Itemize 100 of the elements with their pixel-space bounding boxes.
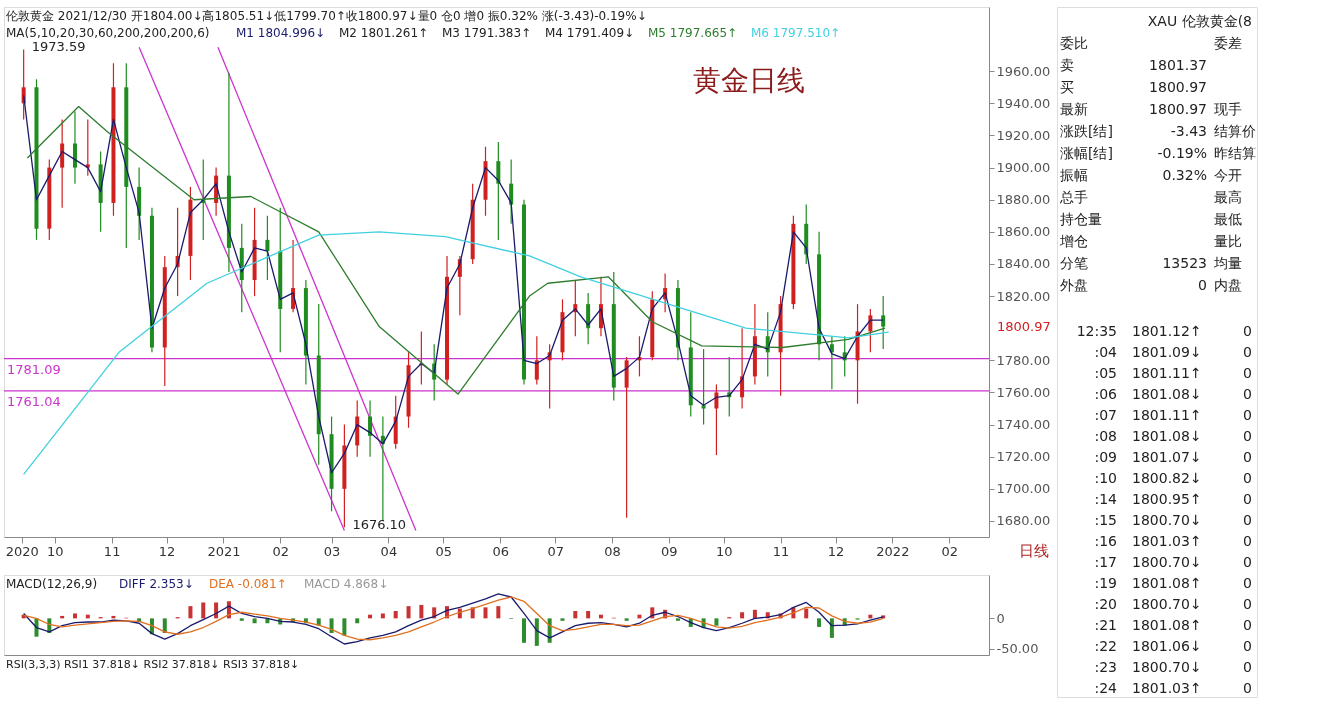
text: :09	[1094, 449, 1117, 465]
text: XAU 伦敦黄金(8	[1147, 13, 1252, 29]
y-tick-label: 1840.00	[996, 256, 1051, 272]
x-tick-label: 2020	[5, 543, 39, 559]
text: 1801.03↑	[1132, 533, 1202, 549]
text: 0	[1243, 470, 1252, 486]
text: 1801.03↑	[1132, 680, 1202, 696]
text: 0	[1198, 277, 1207, 293]
y-tick-label: 1720.00	[996, 449, 1051, 465]
y-tick-label: 1920.00	[996, 127, 1051, 143]
text: 昨结算	[1214, 145, 1256, 161]
text: 1801.08↑	[1132, 617, 1202, 633]
x-tick-label: 08	[604, 543, 621, 559]
text: 总手	[1059, 189, 1088, 205]
y-tick-label: 1680.00	[996, 513, 1051, 529]
text: 最新	[1060, 101, 1088, 117]
text: :22	[1094, 638, 1117, 654]
text: 1801.09↓	[1132, 344, 1202, 360]
text: 1801.06↓	[1132, 638, 1202, 654]
text: 0	[1243, 596, 1252, 612]
text: -0.19%	[1157, 145, 1207, 161]
text: M1 1804.996↓	[236, 26, 326, 40]
text: 1800.97	[1149, 101, 1207, 117]
ref-line-label: 1761.04	[7, 393, 61, 409]
text: :04	[1094, 344, 1118, 360]
text: 12:35	[1076, 323, 1117, 339]
x-tick-label: 02	[941, 543, 958, 559]
text: DIFF 2.353↓	[119, 577, 194, 591]
text: 增仓	[1059, 233, 1088, 249]
text: :23	[1094, 659, 1117, 675]
text: :19	[1094, 575, 1117, 591]
x-tick-label: 02	[272, 543, 290, 559]
text: 0	[1243, 344, 1252, 360]
text: 0	[1243, 617, 1252, 633]
text: 最高	[1214, 189, 1242, 205]
y-tick-label: 1940.00	[996, 95, 1051, 111]
text: 委差	[1214, 35, 1242, 51]
annotation: MACD(12,26,9)	[6, 577, 98, 591]
y-tick-label: 1700.00	[996, 481, 1051, 497]
text: :20	[1094, 596, 1117, 612]
text: 持仓量	[1060, 211, 1102, 227]
annotation: 伦敦黄金 2021/12/30 开1804.00↓高1805.51↓低1799.70↑收1800.97↓量0 仓0 增0 振0.32% 涨(-3.43)-0.19%↓	[6, 9, 647, 23]
text: 0	[1243, 449, 1252, 465]
x-tick-label: 04	[380, 543, 398, 559]
text: 0	[1243, 491, 1252, 507]
text: 内盘	[1214, 277, 1242, 293]
text: :10	[1094, 470, 1117, 486]
x-tick-label: 10	[47, 543, 64, 559]
text: 0	[1243, 575, 1252, 591]
text: 0.32%	[1162, 167, 1207, 183]
text: :17	[1094, 554, 1117, 570]
text: 1800.82↓	[1132, 470, 1202, 486]
annotation: 1973.59	[31, 39, 86, 55]
text: 分笔	[1060, 255, 1088, 271]
text: 涨幅[结]	[1060, 145, 1113, 161]
text: 现手	[1214, 101, 1242, 117]
annotation: M3 1791.383↑	[442, 26, 532, 40]
text: 0	[1243, 680, 1252, 696]
text: 0	[1243, 323, 1252, 339]
text: 黄金日线	[693, 64, 805, 97]
text: 0	[1243, 533, 1252, 549]
text: 0	[1243, 512, 1252, 528]
text: -3.43	[1170, 123, 1207, 139]
y-tick-label: 1960.00	[996, 63, 1051, 79]
text: 1800.70↓	[1132, 659, 1202, 675]
text: 外盘	[1060, 277, 1088, 293]
text: RSI(3,3,3) RSI1 37.818↓ RSI2 37.818↓ RSI3 37.818↓	[6, 658, 300, 671]
x-tick-label: 2021	[207, 543, 241, 559]
text: 卖	[1060, 57, 1074, 73]
y-tick-label: 1900.00	[996, 160, 1051, 176]
x-tick-label: 11	[103, 543, 121, 559]
y-tick-label: 1860.00	[996, 224, 1051, 240]
text: M6 1797.510↑	[751, 26, 841, 40]
text: 1801.11↑	[1132, 407, 1202, 423]
x-tick-label: 05	[435, 543, 453, 559]
text: 1801.37	[1149, 57, 1207, 73]
series-label: MACD 4.868↓	[304, 577, 389, 591]
text: 0	[1243, 386, 1252, 402]
text: 日线	[1019, 542, 1049, 560]
text: 1800.97	[1149, 79, 1207, 95]
text: M5 1797.665↑	[648, 26, 738, 40]
text: 0	[1243, 554, 1252, 570]
text: 0	[1243, 428, 1252, 444]
text: 1801.12↑	[1132, 323, 1202, 339]
annotation: MA(5,10,20,30,60,200,200,200,6)	[6, 26, 210, 40]
x-tick-label: 07	[547, 543, 564, 559]
text: 1800.70↓	[1132, 596, 1202, 612]
text: 1801.08↓	[1132, 386, 1202, 402]
text: :08	[1094, 428, 1117, 444]
text: 1801.08↓	[1132, 428, 1202, 444]
text: 1800.70↓	[1132, 512, 1202, 528]
text: 最低	[1214, 211, 1242, 227]
y-tick-label: 1760.00	[996, 384, 1051, 400]
text: 1801.07↓	[1132, 449, 1202, 465]
text: 1800.95↑	[1132, 491, 1202, 507]
text: 振幅	[1060, 167, 1088, 183]
y-tick-label: 1780.00	[996, 352, 1051, 368]
x-tick-label: 06	[492, 543, 509, 559]
x-tick-label: 09	[661, 543, 678, 559]
text: :07	[1094, 407, 1117, 423]
